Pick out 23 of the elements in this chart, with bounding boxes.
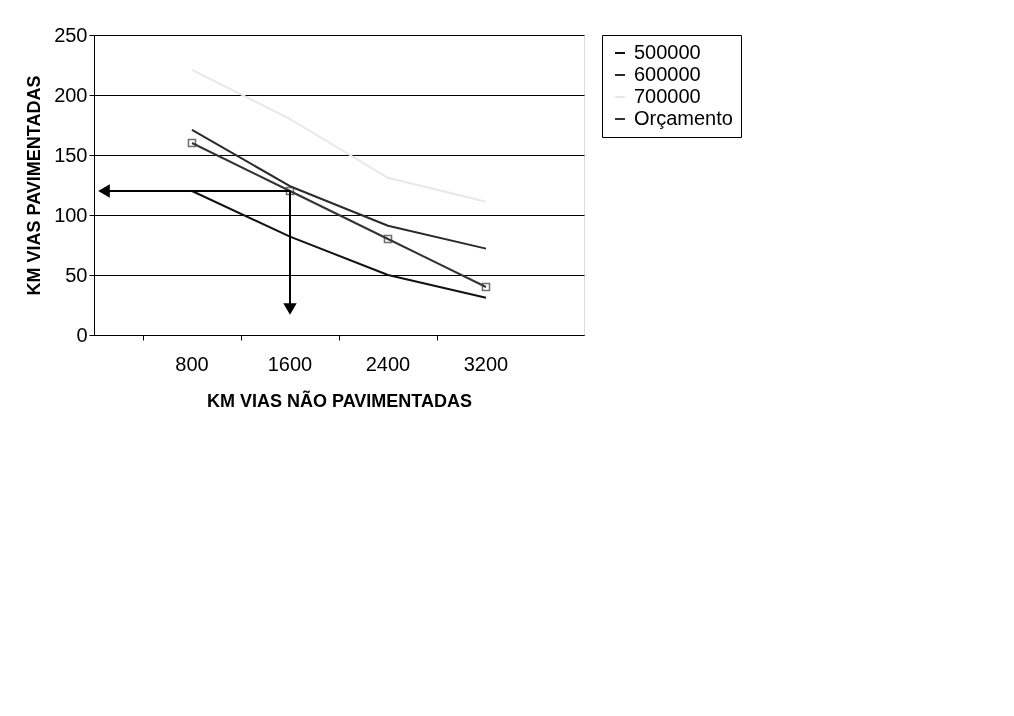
x-tick-label: 800 xyxy=(175,352,209,375)
point xyxy=(285,186,295,196)
line-series xyxy=(191,68,487,203)
legend-label: 700000 xyxy=(634,85,701,107)
y-tick-label: 50 xyxy=(65,263,88,286)
line-series xyxy=(191,128,487,250)
y-axis-title: KM VIAS PAVIMENTADAS xyxy=(24,75,45,296)
point xyxy=(481,282,491,292)
point xyxy=(383,234,393,244)
y-tick-label: 0 xyxy=(76,323,88,346)
x-axis-title: KM VIAS NÃO PAVIMENTADAS xyxy=(206,389,473,411)
x-tick-label: 1600 xyxy=(267,352,313,375)
y-tick-label: 250 xyxy=(54,23,88,46)
x-tick-label: 3200 xyxy=(463,352,509,375)
legend-label: Orçamento xyxy=(634,107,733,129)
y-tick-label: 200 xyxy=(54,83,88,106)
y-tick-label: 100 xyxy=(54,203,88,226)
y-tick-label: 150 xyxy=(54,143,88,166)
point xyxy=(187,138,197,148)
legend-label: 500000 xyxy=(634,41,701,63)
x-tick-label: 2400 xyxy=(365,352,411,375)
legend-label: 600000 xyxy=(634,63,701,85)
line-series xyxy=(191,190,487,299)
